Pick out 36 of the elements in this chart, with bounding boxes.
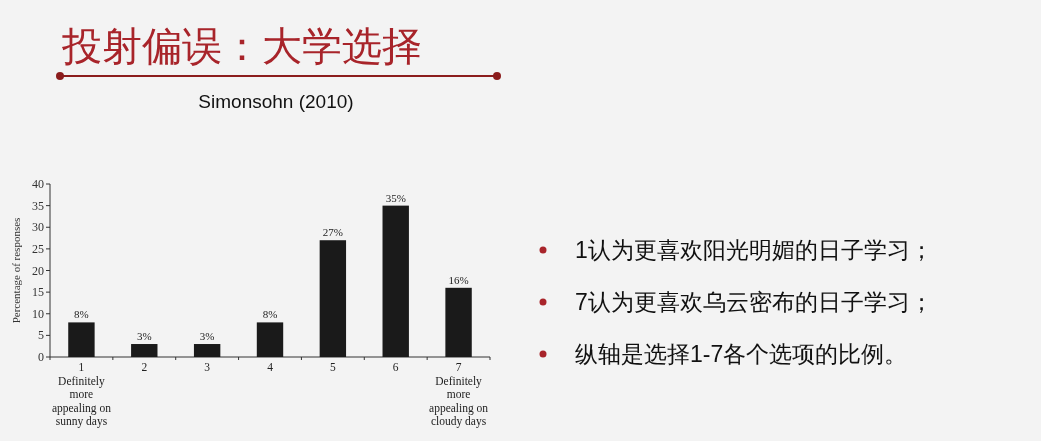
data-label: 8%: [74, 308, 89, 321]
text: 7认为更喜欢乌云密布的日子学习；: [575, 289, 933, 315]
data-label: 8%: [262, 308, 278, 321]
y-tick-label: 30: [32, 220, 44, 235]
data-label: 27%: [322, 226, 343, 239]
x-tick-label: 6: [392, 361, 399, 373]
y-axis-title: Percentage of responses: [10, 217, 22, 324]
bar: [131, 344, 158, 357]
y-tick-label: 15: [32, 285, 44, 300]
bar: [256, 322, 284, 357]
y-tick-label: 25: [32, 241, 44, 256]
y-tick-label: 35: [32, 198, 44, 213]
bar: [68, 322, 95, 357]
text: 纵轴是选择1-7各个选项的比例。: [575, 341, 908, 367]
y-tick-label: 40: [32, 177, 44, 191]
bar: [382, 205, 409, 357]
x-tick-label: 2: [141, 361, 148, 373]
bar: [319, 240, 347, 357]
y-tick-label: 5: [38, 328, 44, 343]
x-tick-label: 4: [267, 361, 274, 373]
bar: [193, 344, 221, 357]
chart-title: 投射偏误：大学选择: [61, 24, 422, 68]
y-tick-label: 10: [32, 306, 44, 321]
x-tick-label: 3: [204, 361, 211, 373]
data-label: 16%: [448, 273, 469, 286]
x-tick-label: 7 Definitely more appealing on cloudy days: [429, 361, 489, 428]
x-tick-label: 1 Definitely more appealing on sunny days: [51, 361, 112, 428]
y-tick-label: 20: [32, 263, 44, 278]
x-tick-label: 5: [329, 361, 336, 373]
text: 1认为更喜欢阳光明媚的日子学习；: [575, 237, 933, 263]
chart-subtitle: Simonsohn (2010): [198, 91, 354, 112]
bar: [445, 287, 472, 357]
data-label: 3%: [136, 330, 152, 343]
data-label: 35%: [385, 191, 406, 204]
y-tick-label: 0: [38, 350, 44, 364]
data-label: 3%: [199, 330, 215, 343]
